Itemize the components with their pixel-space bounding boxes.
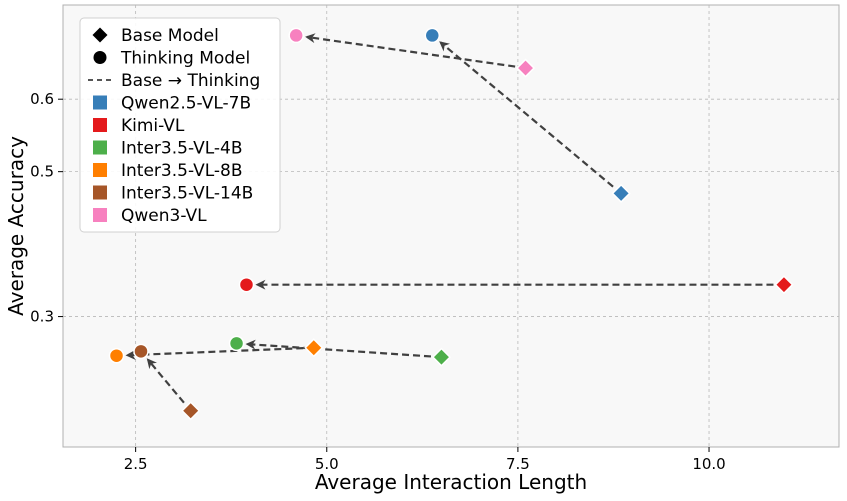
base-model-point xyxy=(181,401,201,421)
legend-swatch xyxy=(93,208,107,222)
y-axis-label: Average Accuracy xyxy=(4,136,28,316)
base-model-point xyxy=(431,347,452,367)
arrows xyxy=(125,33,774,404)
legend-label: Inter3.5-VL-8B xyxy=(121,161,243,181)
x-axis-label: Average Interaction Length xyxy=(315,470,587,494)
transition-arrow xyxy=(245,339,432,358)
thinking-model-point xyxy=(424,27,441,44)
legend-label: Base → Thinking xyxy=(121,71,260,91)
base-model-point xyxy=(515,58,536,78)
thinking-model-point xyxy=(133,343,149,360)
legend-label: Thinking Model xyxy=(120,49,250,69)
x-tick-label: 10.0 xyxy=(692,455,725,473)
legend-swatch xyxy=(93,140,107,155)
transition-arrow xyxy=(146,358,185,404)
x-tick-label: 2.5 xyxy=(124,455,148,473)
transition-arrow xyxy=(439,41,614,188)
x-tick-label: 7.5 xyxy=(506,455,530,473)
thinking-model-point xyxy=(238,276,255,293)
legend-diamond-icon xyxy=(92,27,108,43)
x-tick-label: 5.0 xyxy=(315,455,339,473)
thinking-model-point xyxy=(228,335,245,352)
legend-swatch xyxy=(93,95,107,110)
legend-swatch xyxy=(93,185,107,200)
thinking-model-point xyxy=(108,347,125,364)
legend-label: Base Model xyxy=(121,26,219,46)
legend-box xyxy=(79,17,281,233)
thinking-model-point xyxy=(288,27,304,44)
tick-labels: 2.5 5.0 7.5 10.0 0.3 0.5 0.6 xyxy=(30,90,726,473)
legend-circle-icon xyxy=(93,51,107,64)
legend-swatch xyxy=(93,118,107,132)
legend-swatch xyxy=(93,163,107,177)
transition-arrow xyxy=(305,33,516,68)
base-model-point xyxy=(774,275,794,295)
transition-arrow xyxy=(125,347,304,360)
legend-label: Qwen2.5-VL-7B xyxy=(121,94,251,114)
legend-label: Kimi-VL xyxy=(121,116,185,136)
y-tick-label: 0.5 xyxy=(30,163,54,181)
base-model-point xyxy=(611,183,631,203)
base-model-point xyxy=(304,338,324,358)
y-tick-label: 0.3 xyxy=(30,308,54,326)
legend-label: Inter3.5-VL-14B xyxy=(121,184,253,204)
data-points xyxy=(108,27,794,421)
y-tick-label: 0.6 xyxy=(30,90,54,108)
legend-label: Qwen3-VL xyxy=(121,206,207,226)
legend-label: Inter3.5-VL-4B xyxy=(121,139,243,159)
